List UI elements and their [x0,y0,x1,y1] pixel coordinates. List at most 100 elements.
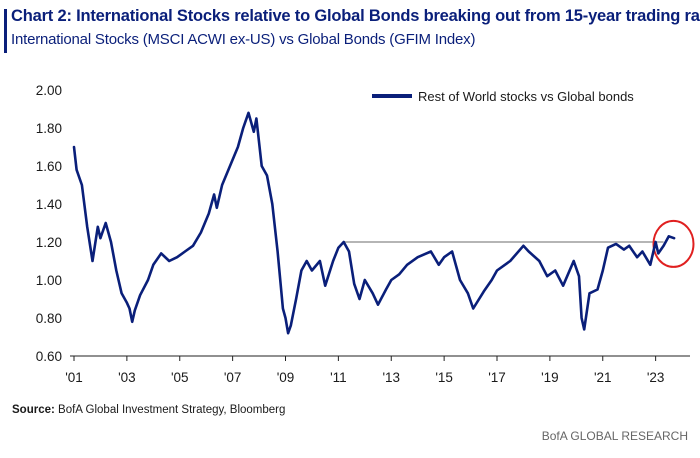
data-point [81,184,83,186]
data-point [176,256,179,259]
data-point [342,241,345,243]
data-point [139,294,141,297]
data-point [562,284,564,287]
x-tick-label: '03 [118,370,136,385]
data-point [667,235,670,238]
data-point [527,250,530,253]
data-point [96,225,99,228]
data-point [348,250,350,253]
data-point [115,269,118,272]
data-point [184,250,186,253]
data-point [398,273,401,276]
x-tick-label: '17 [488,370,506,385]
data-point [385,288,387,291]
chart-title: Chart 2: International Stocks relative t… [11,7,700,25]
data-point [490,279,493,281]
legend: Rest of World stocks vs Global bonds [372,89,634,104]
source-label: Source: [12,404,55,416]
data-point [120,292,123,295]
data-point [110,241,112,243]
brand-footer: BofA GLOBAL RESEARCH [541,429,688,443]
data-point [229,165,231,167]
legend-label: Rest of World stocks vs Global bonds [418,89,634,104]
source-line: Source: BofA Global Investment Strategy,… [12,404,285,416]
y-tick-label: 1.20 [36,235,62,250]
y-tick-label: 1.60 [36,159,62,174]
data-point [554,269,557,272]
x-tick-label: '05 [171,370,189,385]
data-point [213,193,216,196]
data-point [416,256,419,259]
data-point [147,279,149,281]
data-point [628,244,631,247]
data-point [287,332,290,335]
data-point [237,146,239,148]
data-point [451,250,453,253]
data-point [247,111,250,114]
data-point [583,328,586,331]
x-tick-label: '01 [65,370,83,385]
y-tick-label: 2.00 [36,83,62,98]
data-point [623,248,625,251]
data-point [496,269,498,272]
x-tick-label: '11 [330,370,347,385]
data-point [358,298,361,300]
data-point [99,237,102,240]
data-point [657,252,660,255]
data-point [276,250,279,253]
data-point [538,260,541,262]
data-point [467,292,469,295]
data-point [654,241,657,243]
data-point [546,275,549,278]
data-point [578,275,580,278]
series-line [72,111,676,335]
data-point [168,260,171,262]
data-point [128,307,131,310]
data-point [472,307,475,310]
data-point [305,260,308,262]
data-point [443,256,446,259]
data-point [662,244,665,247]
annotations [343,219,695,268]
data-point [255,117,258,120]
x-tick-label: '07 [224,370,242,385]
data-point [596,288,599,291]
data-point [125,301,128,304]
y-tick-label: 0.60 [36,349,62,364]
x-tick-label: '13 [382,370,400,385]
y-tick-label: 1.00 [36,273,62,288]
data-point [332,260,334,262]
source-text: BofA Global Investment Strategy, Bloombe… [58,404,286,416]
data-point [324,284,327,287]
data-point [311,269,313,272]
data-point [131,320,134,323]
data-point [459,279,461,281]
data-point [266,174,268,177]
data-point [437,263,440,266]
data-point [242,127,245,129]
data-point [482,290,485,293]
y-tick-label: 1.40 [36,197,62,212]
data-point [615,243,617,245]
x-tick-label: '15 [435,370,453,385]
data-point [406,263,409,266]
data-point [152,263,155,266]
breakout-highlight-circle [652,219,695,268]
chart-subtitle: International Stocks (MSCI ACWI ex-US) v… [11,31,476,48]
data-point [390,279,393,281]
data-point [75,168,78,171]
x-tick-label: '23 [647,370,665,385]
data-point [86,225,89,228]
data-point [601,269,604,272]
data-point [337,246,340,249]
data-point [353,282,356,285]
data-point [580,317,583,319]
data-point [641,250,644,253]
x-tick-label: '09 [277,370,295,385]
data-point [295,298,297,300]
data-point [588,292,591,295]
data-point [318,260,321,262]
data-point [200,231,202,234]
data-point [607,246,609,249]
